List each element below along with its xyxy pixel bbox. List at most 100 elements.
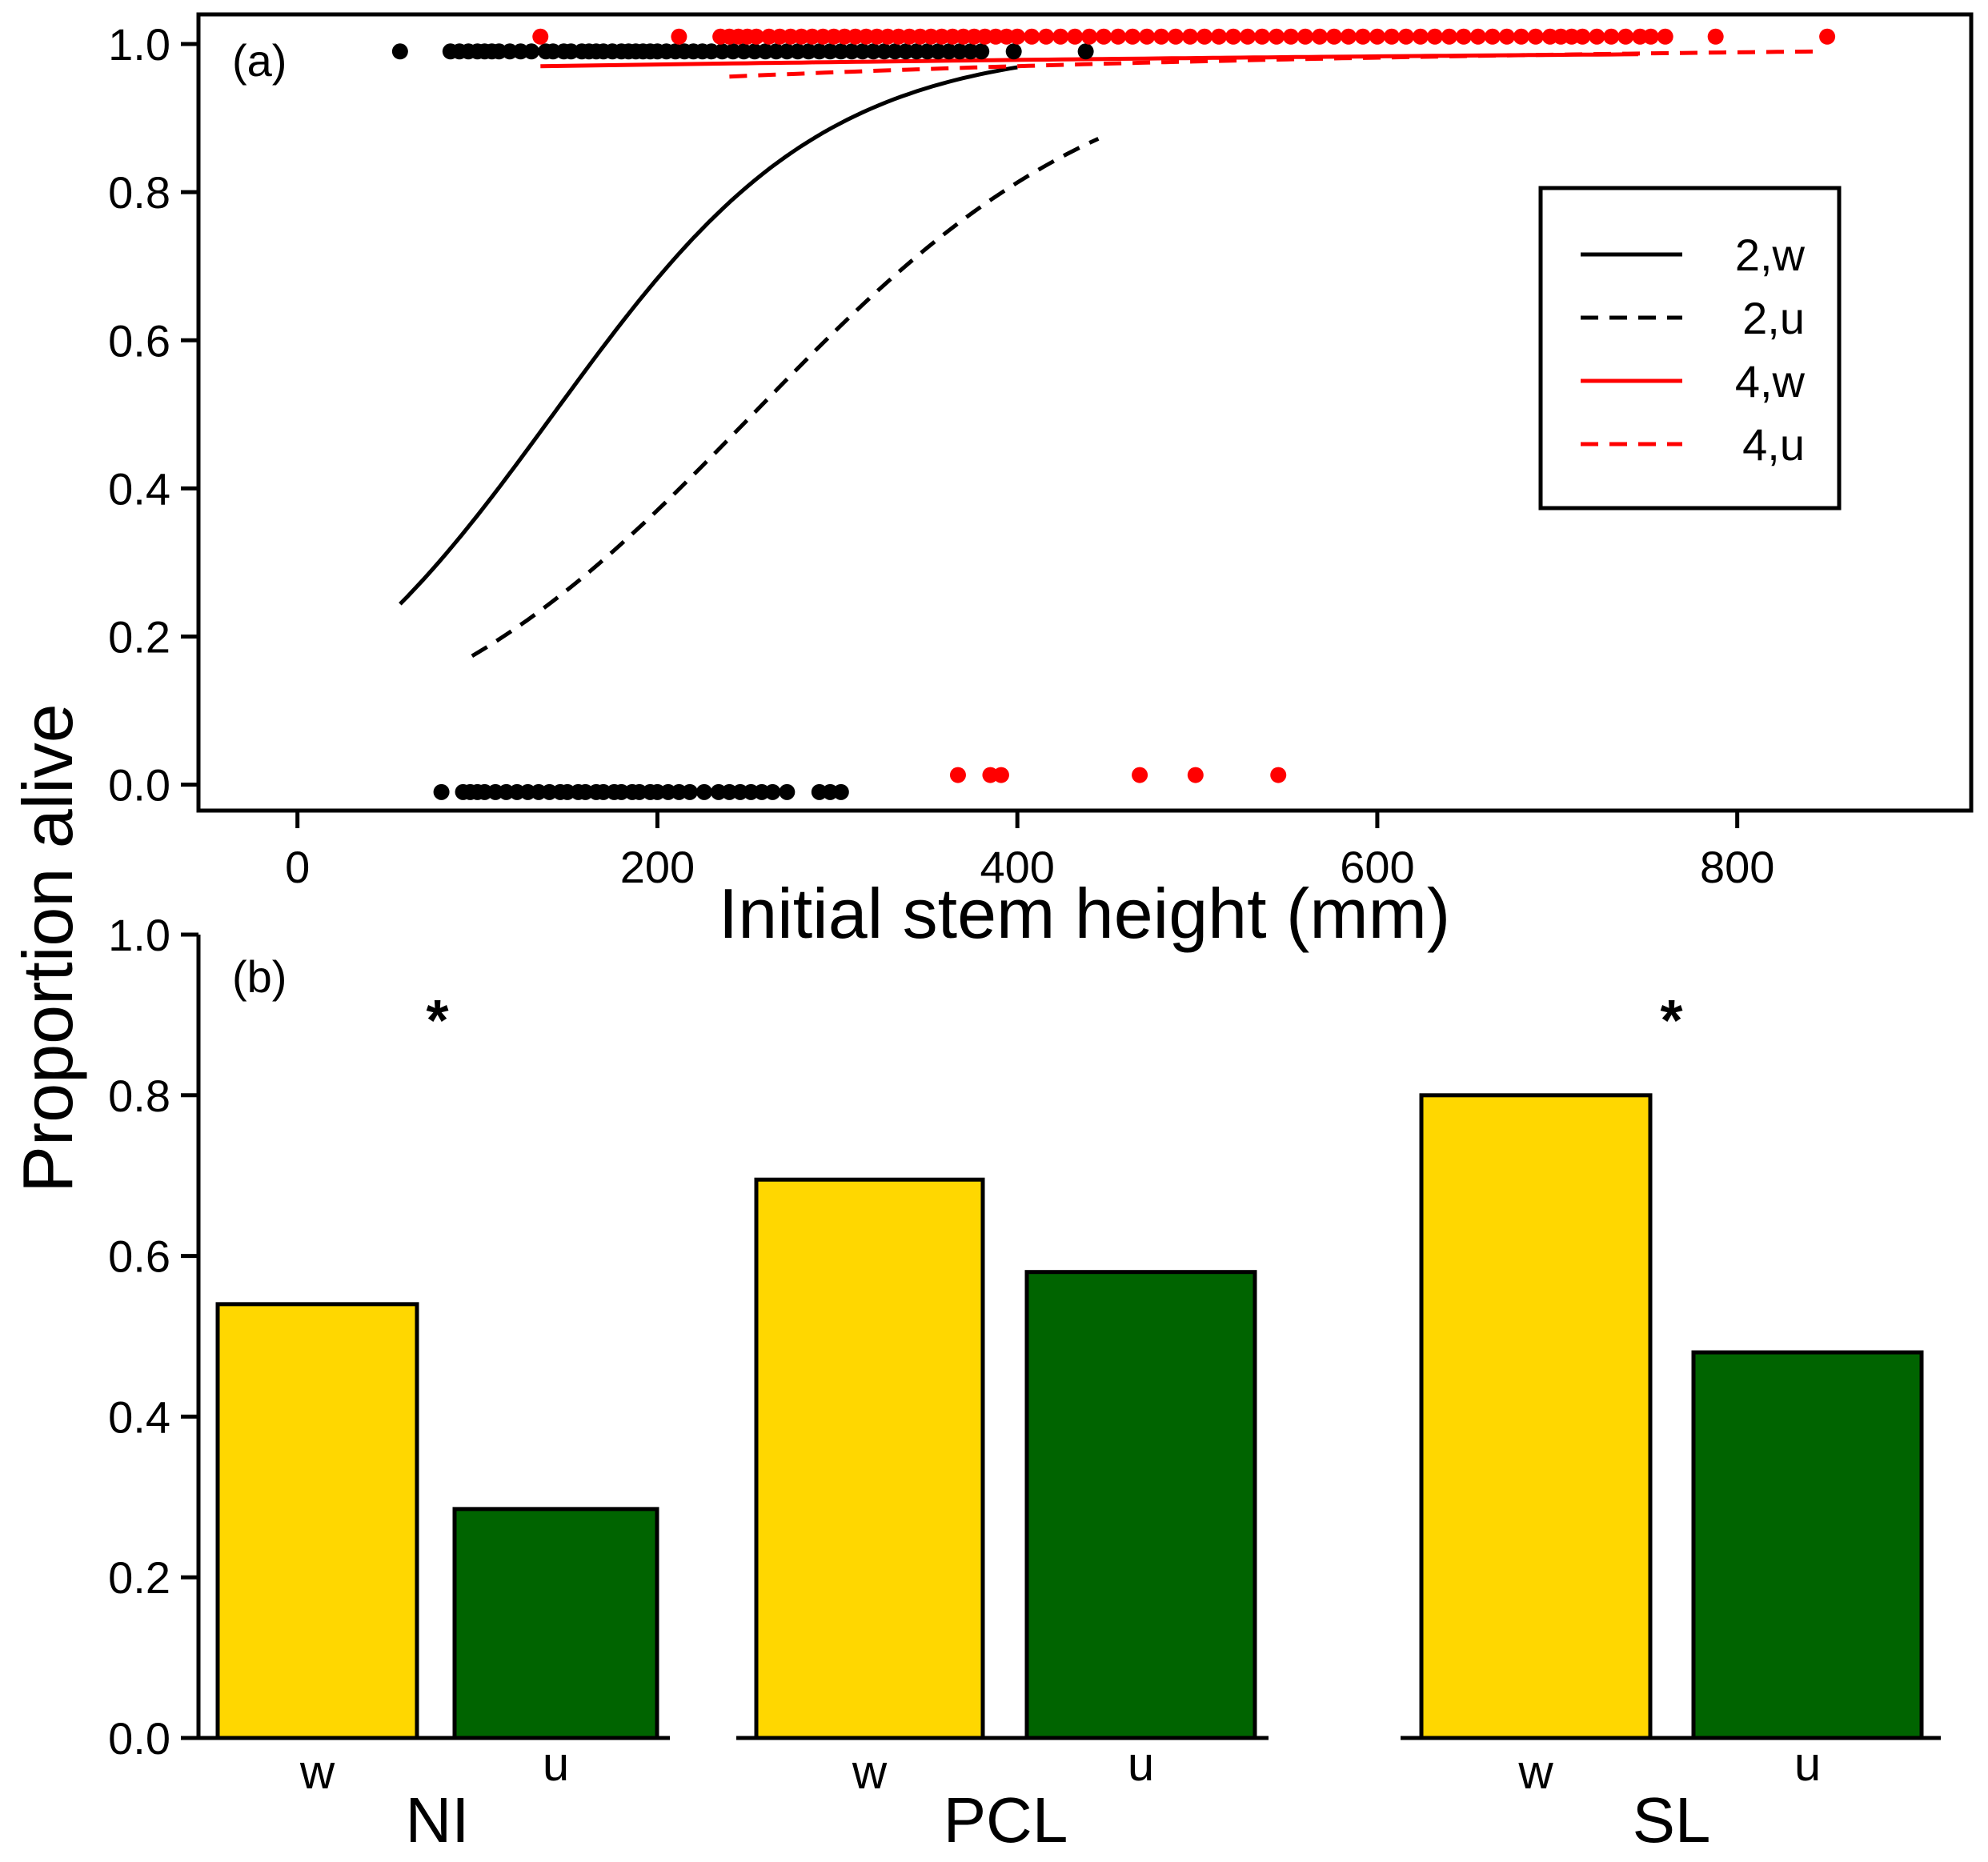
bar-label-sl-u: u: [1794, 1737, 1821, 1791]
x-tick-label-800: 800: [1700, 842, 1774, 892]
survival-4-alive-point: [1297, 28, 1313, 45]
panel-b-bar-groups: w u NI * w u PCL w u SL *: [198, 989, 1941, 1856]
panel-b-y-axis: 0.0 0.2 0.4 0.6 0.8 1.0: [108, 910, 201, 1764]
survival-4-alive-point: [1052, 28, 1069, 45]
x-tick-label-600: 600: [1340, 842, 1414, 892]
survival-4-alive-point: [1354, 28, 1371, 45]
survival-2-dead-point: [695, 783, 712, 800]
panel-a-data-points: [391, 28, 1836, 800]
survival-2-alive-point: [973, 43, 990, 60]
survival-4-alive-point: [1168, 28, 1184, 45]
survival-4-alive-point: [1282, 28, 1299, 45]
fitted-curve-2-w: [399, 65, 1018, 606]
bar-pcl-u: [1024, 1270, 1257, 1740]
survival-4-alive-point: [1455, 28, 1472, 45]
x-tick-label-400: 400: [980, 842, 1054, 892]
fitted-curve-2-u: [471, 137, 1100, 659]
survival-4-alive-point: [1196, 28, 1213, 45]
survival-4-alive-point: [1096, 28, 1112, 45]
y-tick-label-0: 0.0: [108, 1713, 170, 1764]
y-axis-title: Proportion alive: [8, 703, 87, 1192]
bar-ni-w: [215, 1302, 419, 1740]
survival-4-alive-point: [1225, 28, 1242, 45]
survival-4-alive-point: [1527, 28, 1544, 45]
significance-sl: *: [1660, 989, 1682, 1053]
group-label-pcl: PCL: [944, 1784, 1068, 1856]
significance-ni: *: [426, 989, 448, 1053]
legend-label-2-u: 2,u: [1742, 293, 1805, 343]
survival-4-alive-point: [671, 28, 687, 45]
y-tick-label-2: 0.4: [108, 463, 170, 514]
survival-4-alive-point: [532, 28, 549, 45]
survival-4-alive-point: [748, 28, 765, 45]
survival-4-dead-point: [992, 767, 1009, 783]
survival-4-alive-point: [1211, 28, 1228, 45]
survival-4-alive-point: [1153, 28, 1170, 45]
survival-4-alive-point: [1469, 28, 1486, 45]
survival-4-alive-point: [1369, 28, 1385, 45]
y-tick-label-1: 0.2: [108, 611, 170, 662]
survival-4-alive-point: [1383, 28, 1400, 45]
survival-4-alive-point: [1397, 28, 1414, 45]
y-tick-label-4: 0.8: [108, 1071, 170, 1121]
survival-4-alive-point: [1498, 28, 1515, 45]
survival-4-dead-point: [1270, 767, 1287, 783]
panel-b-label: (b): [232, 951, 287, 1002]
survival-4-alive-point: [1441, 28, 1457, 45]
survival-4-alive-point: [1311, 28, 1328, 45]
survival-4-alive-point: [1325, 28, 1342, 45]
survival-2-alive-point: [1077, 43, 1094, 60]
survival-4-alive-point: [1340, 28, 1357, 45]
survival-4-alive-point: [1603, 28, 1620, 45]
survival-4-alive-point: [1081, 28, 1098, 45]
survival-2-dead-point: [832, 783, 849, 800]
survival-4-alive-point: [1707, 28, 1724, 45]
panel-a-fitted-curves: [399, 49, 1818, 659]
bar-label-sl-w: w: [1517, 1745, 1553, 1799]
panel-a-label: (a): [232, 35, 287, 86]
survival-4-alive-point: [1617, 28, 1634, 45]
survival-4-alive-point: [1110, 28, 1127, 45]
panel-b-bar-chart: 0.0 0.2 0.4 0.6 0.8 1.0 w u NI * w u PCL w u SL * (b): [108, 910, 1941, 1856]
survival-4-alive-point: [1657, 28, 1673, 45]
panel-a-survival-curves: 0 200 400 600 800 0.0 0.2 0.4 0.6 0.8 1.0 (a) Ini…: [108, 12, 1974, 953]
legend-box: [1538, 186, 1842, 511]
survival-2-alive-point: [1005, 43, 1022, 60]
y-tick-label-5: 1.0: [108, 910, 170, 960]
legend-label-4-w: 4,w: [1735, 356, 1806, 406]
survival-4-alive-point: [1513, 28, 1529, 45]
survival-2-dead-point: [681, 783, 698, 800]
panel-a-x-axis: 0 200 400 600 800: [285, 811, 1774, 892]
survival-4-alive-point: [1240, 28, 1257, 45]
survival-2-dead-point: [764, 783, 781, 800]
survival-4-alive-point: [1038, 28, 1055, 45]
bar-pcl-w: [754, 1177, 985, 1740]
survival-4-alive-point: [1819, 28, 1836, 45]
panel-a-plot-frame: [196, 12, 1974, 813]
survival-4-dead-point: [1187, 767, 1204, 783]
survival-2-dead-point: [433, 783, 450, 800]
survival-4-alive-point: [1484, 28, 1501, 45]
survival-2-alive-point: [391, 43, 408, 60]
x-tick-label-0: 0: [285, 842, 310, 892]
y-tick-label-2: 0.4: [108, 1391, 170, 1442]
y-tick-label-0: 0.0: [108, 760, 170, 811]
survival-4-dead-point: [949, 767, 966, 783]
panel-a-x-axis-title: Initial stem height (mm): [719, 874, 1450, 953]
bar-label-pcl-u: u: [1128, 1737, 1154, 1791]
group-label-ni: NI: [406, 1784, 470, 1856]
survival-4-alive-point: [1124, 28, 1141, 45]
bar-ni-u: [452, 1507, 659, 1740]
bar-label-ni-w: w: [299, 1745, 335, 1799]
bar-sl-w: [1419, 1093, 1653, 1740]
survival-4-alive-point: [1642, 28, 1659, 45]
survival-2-dead-point: [779, 783, 796, 800]
survival-4-alive-point: [1009, 28, 1026, 45]
survival-4-alive-point: [1182, 28, 1199, 45]
bar-label-pcl-w: w: [852, 1745, 888, 1799]
legend-label-4-u: 4,u: [1742, 419, 1805, 470]
y-tick-label-5: 1.0: [108, 19, 170, 70]
panel-a-legend: 2,w 2,u 4,w 4,u: [1538, 186, 1842, 511]
group-label-sl: SL: [1633, 1784, 1711, 1856]
